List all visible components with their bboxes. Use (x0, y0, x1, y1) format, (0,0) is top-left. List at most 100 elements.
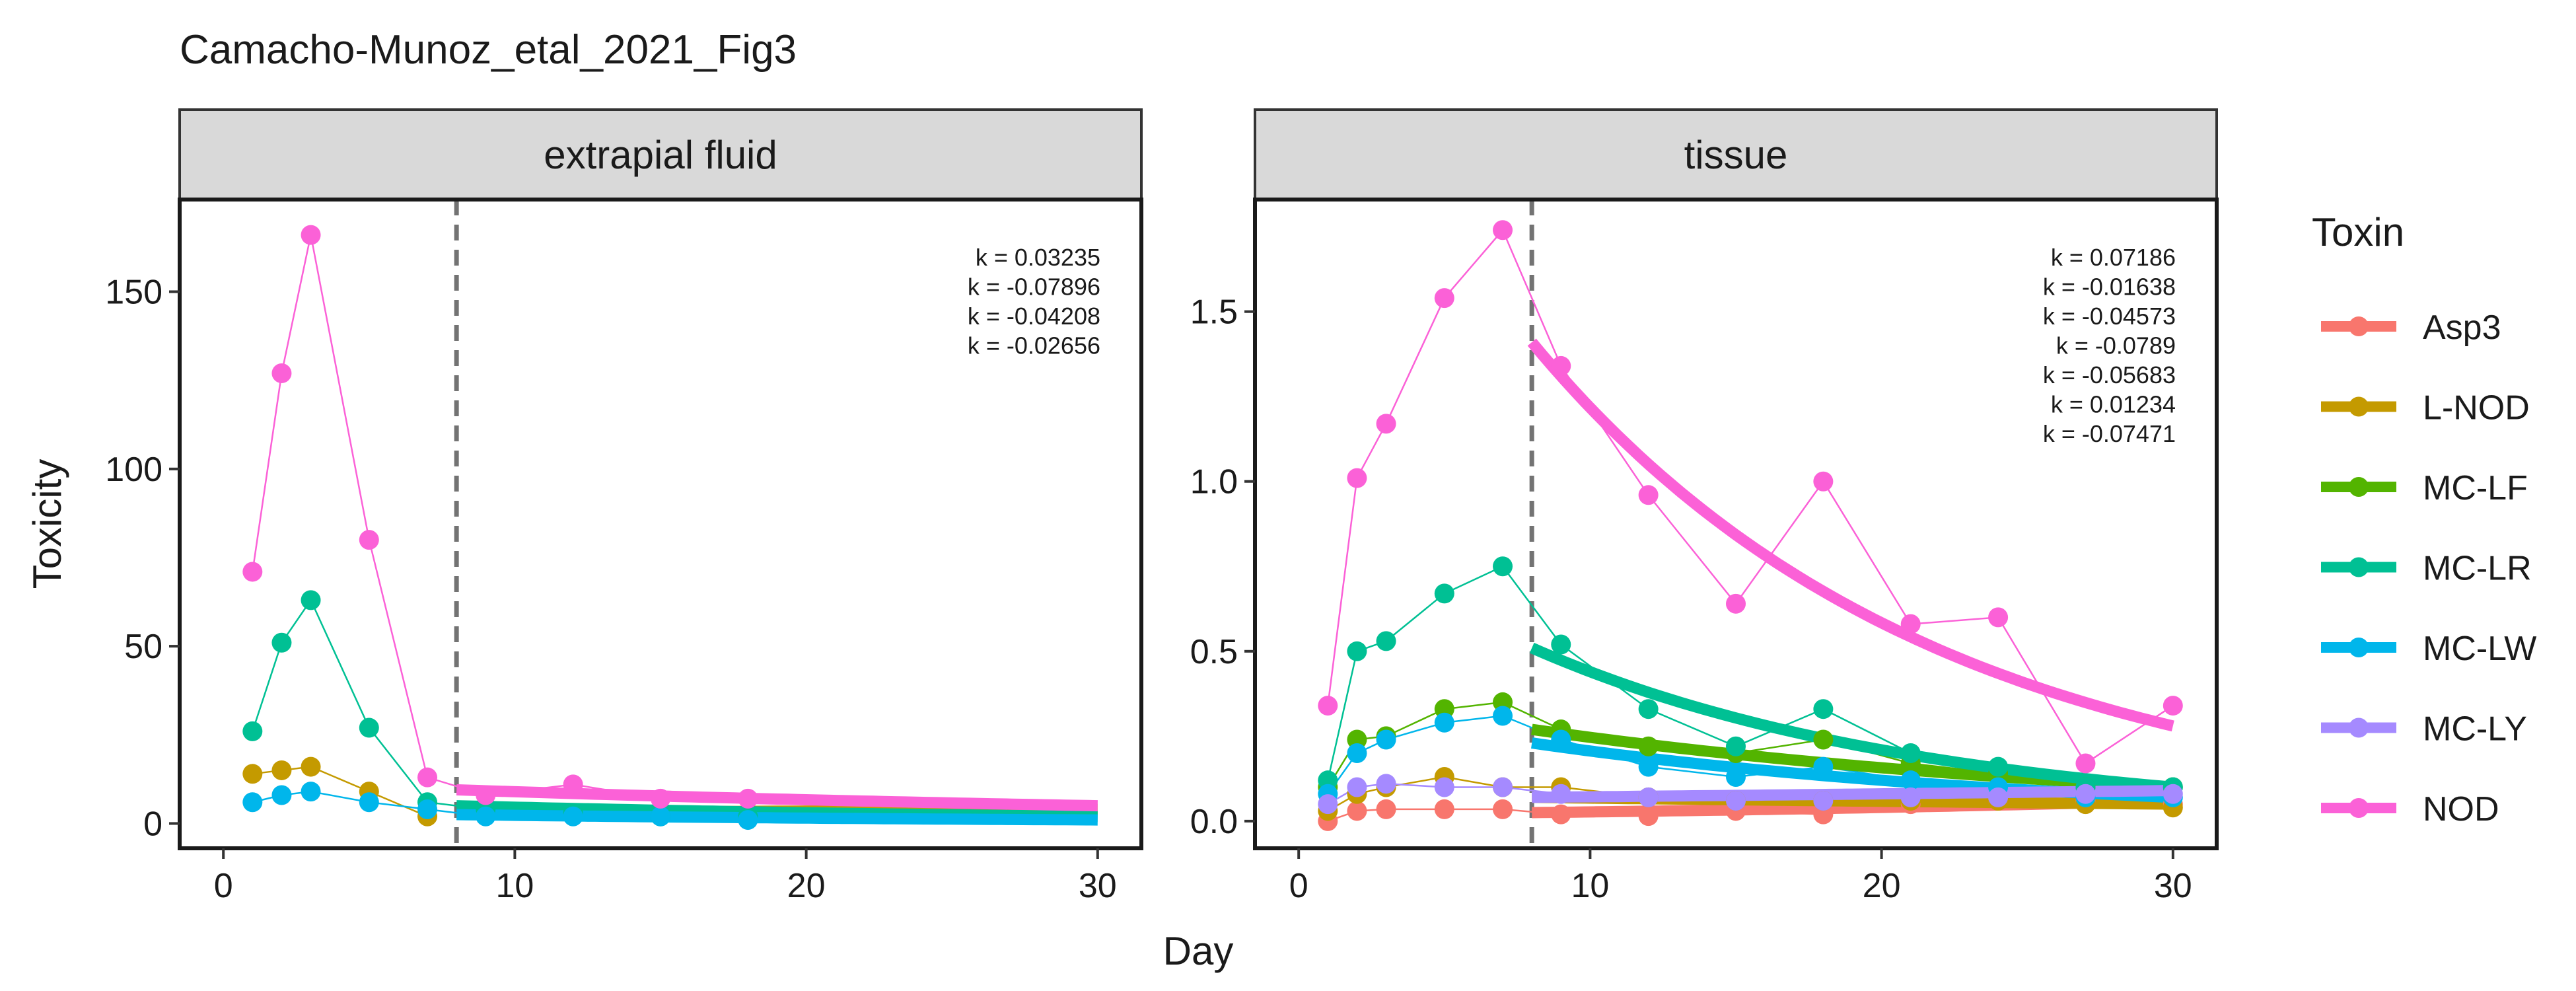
k-label-MC-LR: k = -0.07896 (968, 274, 1100, 301)
data-point-NOD (301, 225, 321, 245)
data-point-Asp3 (1347, 801, 1367, 821)
data-point-NOD (1434, 288, 1454, 309)
y-axis-title: Toxicity (25, 459, 69, 589)
data-point-NOD (2163, 696, 2183, 716)
legend-label-MC-LR: MC-LR (2423, 550, 2532, 588)
x-tick-label: 0 (214, 867, 233, 905)
data-point-MC-LY (1318, 794, 1338, 815)
data-point-NOD (563, 774, 583, 795)
panel-data (1318, 202, 2183, 846)
data-point-MC-LW (738, 810, 758, 830)
data-point-NOD (1551, 355, 1571, 376)
data-point-MC-LY (1434, 777, 1454, 797)
data-point-MC-LW (651, 806, 670, 826)
k-label-MC-LR: k = -0.0789 (2056, 332, 2176, 359)
k-label-MC-LW: k = -0.04208 (968, 303, 1100, 330)
data-point-MC-LF (1813, 729, 1834, 750)
data-point-NOD (1638, 485, 1659, 505)
data-point-MC-LW (1434, 712, 1454, 733)
legend-label-MC-LY: MC-LY (2423, 710, 2527, 749)
data-point-NOD (1813, 471, 1834, 492)
y-tick-label: 1.5 (1190, 293, 1238, 332)
legend-key-point-MC-LF (2349, 477, 2369, 497)
data-point-L-NOD (271, 760, 292, 780)
data-point-NOD (1988, 607, 2009, 628)
data-point-NOD (242, 562, 263, 582)
legend-label-L-NOD: L-NOD (2423, 389, 2530, 427)
k-label-MC-LY: k = 0.01234 (2051, 391, 2176, 418)
data-point-MC-LW (1638, 756, 1659, 777)
data-point-Asp3 (1638, 806, 1659, 826)
legend-key-point-MC-LR (2349, 557, 2369, 577)
legend-key-point-MC-LW (2349, 638, 2369, 657)
series-line-MC-LR (252, 598, 748, 817)
data-point-NOD (476, 785, 496, 805)
data-point-NOD (1347, 468, 1367, 488)
data-point-MC-LF (1493, 692, 1513, 712)
data-point-MC-LR (1376, 631, 1396, 651)
data-point-MC-LR (359, 717, 379, 738)
y-tick-label: 100 (105, 451, 162, 489)
legend-key-point-NOD (2349, 798, 2369, 818)
k-label-NOD: k = -0.07471 (2043, 420, 2176, 447)
data-point-NOD (651, 788, 670, 809)
x-tick-label: 20 (787, 867, 826, 905)
data-point-MC-LW (1900, 770, 1921, 791)
data-point-Asp3 (1551, 804, 1571, 825)
x-axis-title: Day (1163, 929, 1234, 973)
k-label-MC-LF: k = -0.04573 (2043, 303, 2176, 330)
data-point-MC-LY (1551, 784, 1571, 804)
y-tick-label: 1.0 (1190, 463, 1238, 501)
panel-strip-label: extrapial fluid (544, 133, 777, 177)
data-point-MC-LW (563, 806, 583, 826)
legend-label-MC-LF: MC-LF (2423, 469, 2528, 507)
k-label-NOD: k = -0.02656 (968, 332, 1100, 359)
series-line-NOD (252, 235, 748, 800)
data-point-MC-LY (1493, 777, 1513, 797)
fit-curve-NOD (1527, 338, 2174, 732)
data-point-MC-LY (1988, 787, 2009, 807)
data-point-MC-LR (1434, 583, 1454, 604)
chart-title: Camacho-Munoz_etal_2021_Fig3 (180, 27, 797, 73)
data-point-NOD (417, 767, 438, 788)
data-point-MC-LY (1813, 791, 1834, 811)
y-tick-label: 0.5 (1190, 633, 1238, 671)
data-point-MC-LY (1638, 787, 1659, 807)
legend-label-NOD: NOD (2423, 790, 2499, 828)
panel-strip (1254, 108, 2218, 201)
data-point-Asp3 (1493, 799, 1513, 819)
data-point-MC-LF (1434, 699, 1454, 719)
data-point-MC-LR (1318, 770, 1338, 791)
data-point-MC-LY (1376, 774, 1396, 794)
data-point-MC-LR (1726, 736, 1746, 756)
data-point-MC-LW (1347, 743, 1367, 764)
x-tick-label: 10 (1571, 867, 1609, 905)
data-point-MC-LR (1900, 743, 1921, 764)
data-point-NOD (738, 788, 758, 809)
panel-strip-label: tissue (1684, 133, 1788, 177)
data-point-MC-LW (359, 792, 379, 813)
data-point-MC-LW (1551, 729, 1571, 750)
x-tick-label: 30 (2154, 867, 2192, 905)
panel-0: extrapial fluid 0 10 20 30 0 50 100 150 k = 0.032… (105, 108, 1143, 905)
data-point-MC-LW (1376, 729, 1396, 750)
panel-border (178, 198, 1143, 850)
data-point-MC-LW (301, 782, 321, 802)
data-point-MC-LR (1988, 756, 2009, 777)
legend-key-point-Asp3 (2349, 316, 2369, 336)
legend-key-point-L-NOD (2349, 396, 2369, 417)
data-point-Asp3 (1376, 799, 1396, 819)
data-point-MC-LR (242, 721, 263, 741)
x-tick-label: 30 (1079, 867, 1117, 905)
data-point-MC-LF (1347, 729, 1367, 750)
data-point-NOD (1726, 593, 1746, 614)
data-point-MC-LY (1900, 787, 1921, 807)
k-label-L-NOD: k = -0.01638 (2043, 274, 2176, 301)
data-point-MC-LY (2075, 784, 2096, 804)
y-tick-label: 0.0 (1190, 803, 1238, 841)
data-point-L-NOD (301, 756, 321, 777)
x-tick-label: 0 (1289, 867, 1308, 905)
data-point-NOD (1900, 614, 1921, 634)
data-point-NOD (271, 363, 292, 383)
